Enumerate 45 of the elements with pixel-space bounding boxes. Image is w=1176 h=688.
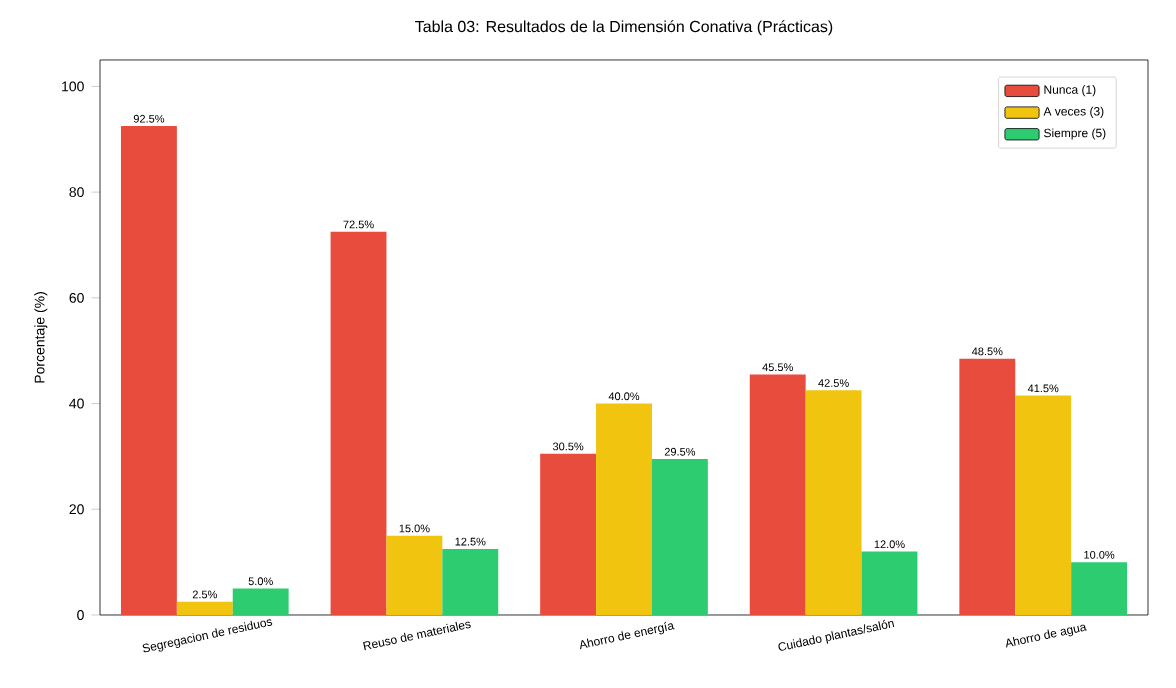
legend-label: Siempre (5) <box>1044 128 1106 140</box>
bar <box>386 535 443 615</box>
bar <box>861 551 918 615</box>
y-tick-label: 100 <box>62 81 84 92</box>
bar <box>540 453 597 615</box>
data-label: 40.0% <box>608 392 640 401</box>
bar <box>1015 395 1072 615</box>
bar <box>749 374 806 615</box>
y-tick-label: 20 <box>69 504 84 515</box>
bar <box>442 548 499 615</box>
data-label: 45.5% <box>762 363 793 372</box>
data-label: 2.5% <box>192 590 217 599</box>
legend-label: Nunca (1) <box>1044 85 1096 97</box>
legend-label: A veces (3) <box>1043 106 1104 118</box>
bar <box>805 390 862 615</box>
bar <box>651 459 708 615</box>
data-label: 41.5% <box>1027 384 1059 393</box>
data-label: 12.0% <box>874 540 905 549</box>
data-label: 29.5% <box>664 447 696 456</box>
chart-title: Tabla 03: Resultados de la Dimensión Conativa (Prácticas) <box>415 20 833 36</box>
data-label: 30.5% <box>552 442 584 451</box>
y-tick-label: 0 <box>77 610 84 620</box>
bar <box>176 601 233 615</box>
data-label: 48.5% <box>971 347 1003 356</box>
y-axis-title: Porcentaje (%) <box>34 292 48 383</box>
bar <box>120 126 177 615</box>
data-label: 92.5% <box>133 114 165 123</box>
data-label: 12.5% <box>455 537 486 546</box>
data-label: 15.0% <box>399 524 430 533</box>
data-label: 5.0% <box>248 577 273 586</box>
bar <box>1071 562 1128 615</box>
bar <box>232 588 289 615</box>
y-tick-label: 60 <box>69 292 84 303</box>
y-tick-label: 80 <box>69 187 84 198</box>
data-label: 42.5% <box>818 379 849 387</box>
y-tick-label: 40 <box>69 398 84 409</box>
bar <box>330 231 387 615</box>
data-label: 72.5% <box>343 220 374 229</box>
x-tick-label: Ahorro de energía <box>580 621 675 650</box>
bar <box>959 358 1016 615</box>
data-label: 10.0% <box>1084 550 1115 559</box>
x-tick-label: Segregacion de residuos <box>142 619 273 653</box>
x-tick-label: Ahorro de agua <box>1006 624 1087 648</box>
bar <box>596 403 652 615</box>
x-tick-label: Reuso de materiales <box>363 621 471 651</box>
